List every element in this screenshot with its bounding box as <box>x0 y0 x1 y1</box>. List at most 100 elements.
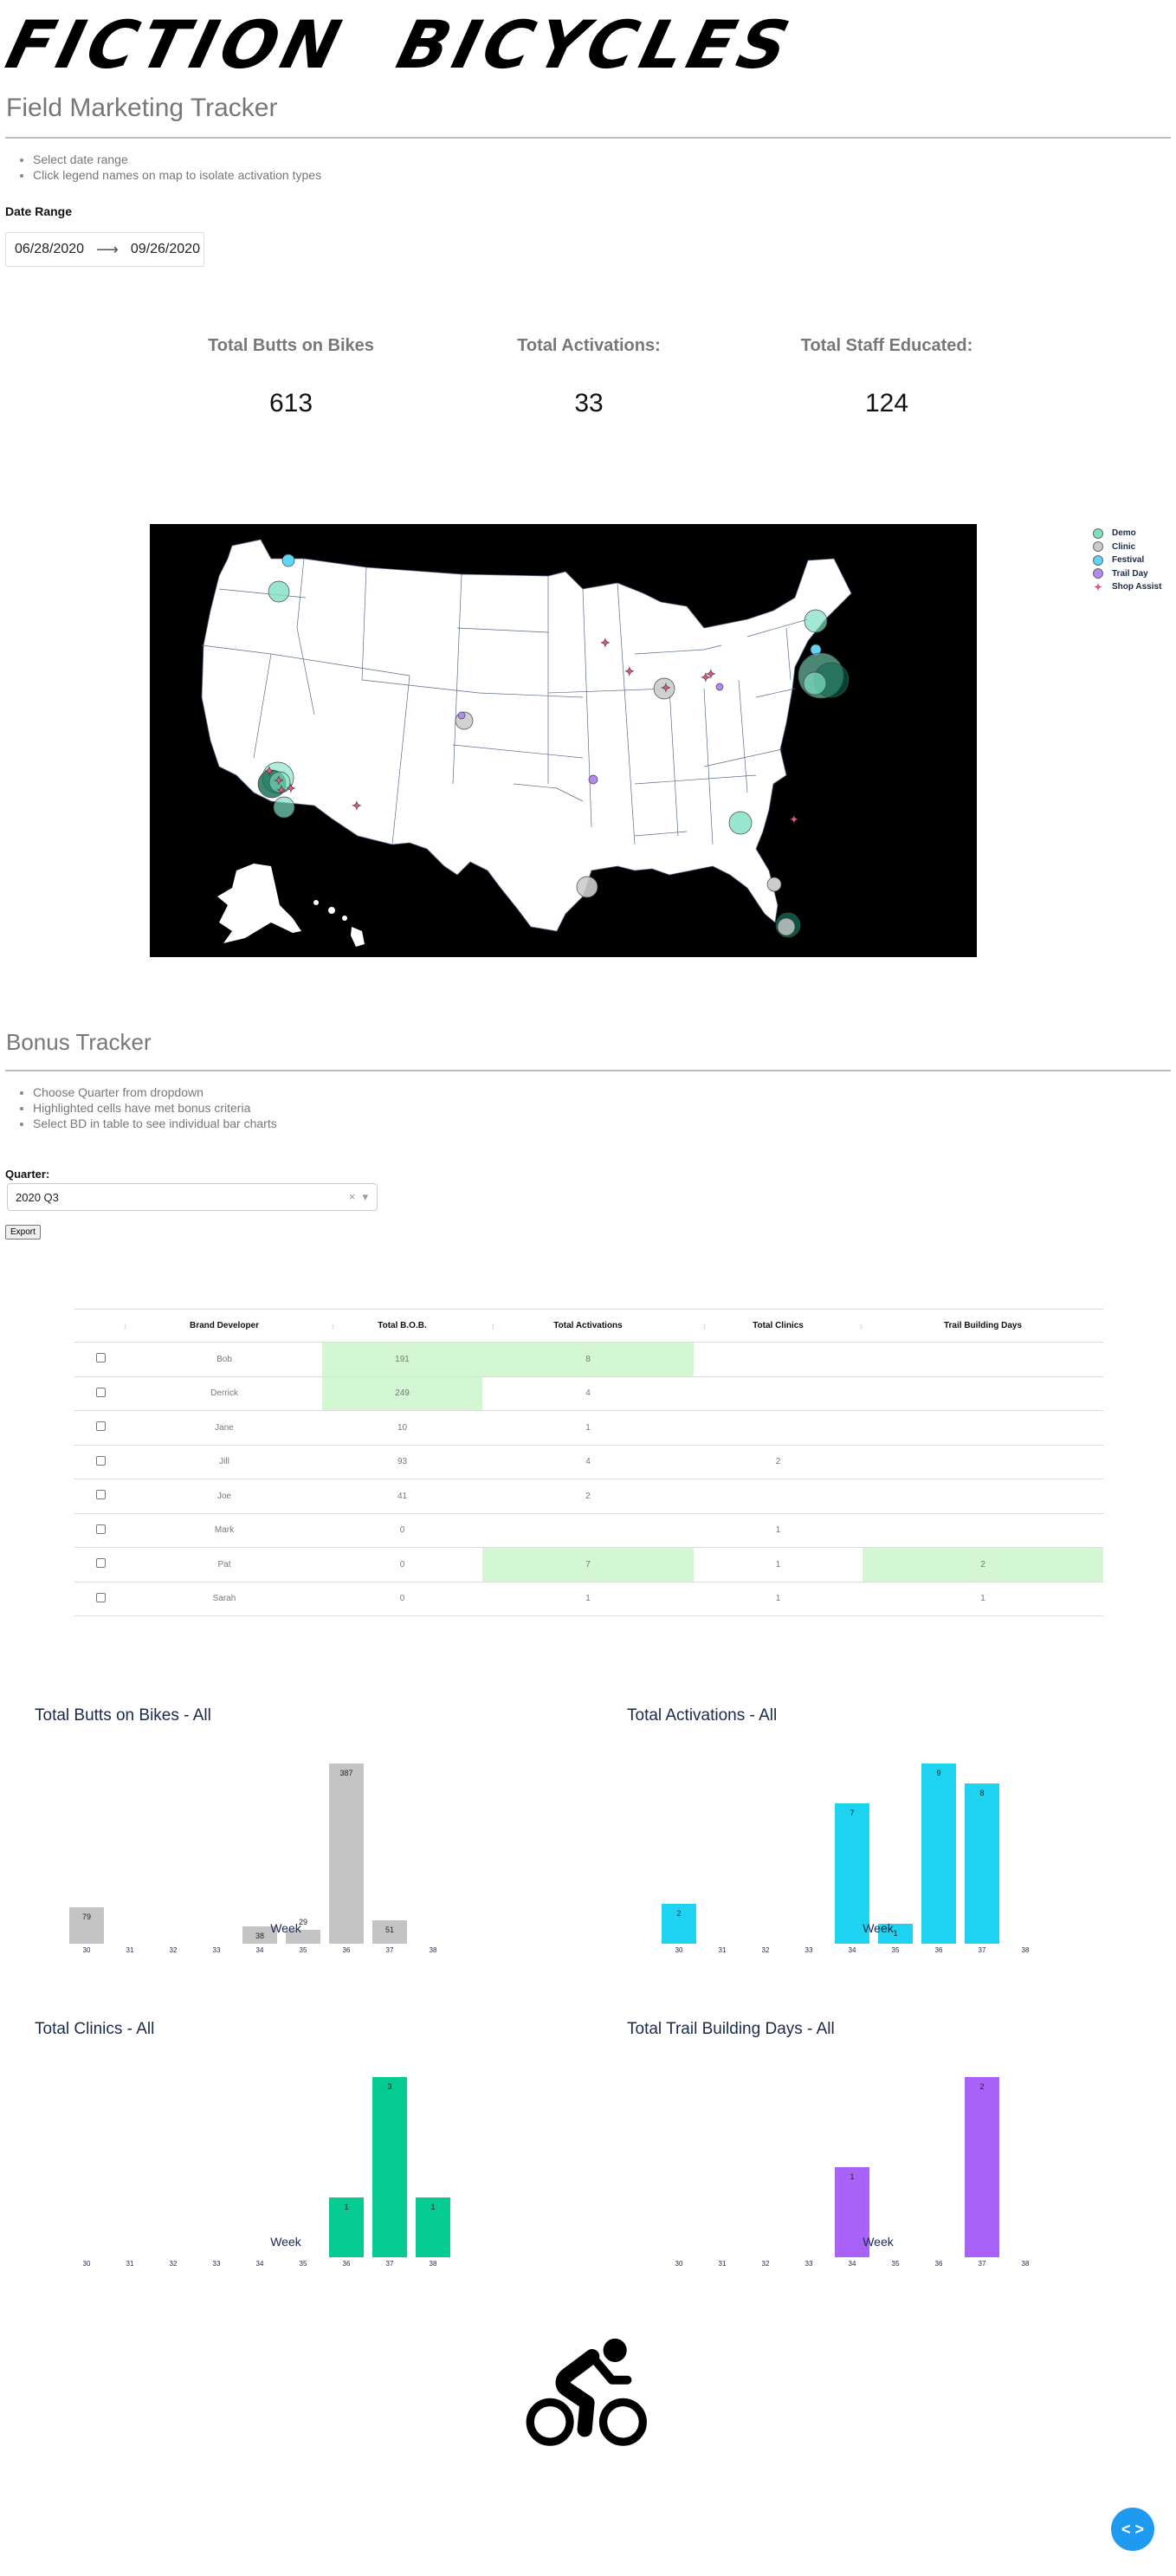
x-tick-label: 34 <box>848 2260 856 2268</box>
row-checkbox[interactable] <box>95 1353 106 1363</box>
cell-bob: 0 <box>322 1513 482 1548</box>
table-row[interactable]: Jane 10 1 <box>74 1410 1103 1446</box>
chart-trail-building-days[interactable]: Total Trail Building Days - All 30 31 32 33… <box>610 2011 1147 2323</box>
x-tick-label: 36 <box>342 2260 351 2268</box>
x-tick-label: 31 <box>126 2260 134 2268</box>
column-header-total-clinics[interactable]: ↕ Total Clinics <box>694 1309 863 1343</box>
bar[interactable]: 1 <box>416 2197 450 2257</box>
row-checkbox[interactable] <box>95 1421 106 1432</box>
select-column-header <box>74 1309 126 1343</box>
activation-map[interactable]: ✦ ✦ ✦ ✦ ✦ ✦ ✦ ✦ ✦ ✦ ✦ <box>150 524 977 957</box>
bar[interactable]: 7 <box>835 1803 869 1944</box>
svg-text:✦: ✦ <box>789 812 799 826</box>
svg-text:✦: ✦ <box>701 670 711 684</box>
chart-plot[interactable]: 30 2 31 32 33 34 7 35 1 36 9 37 8 38 <box>653 1764 1043 1954</box>
row-checkbox[interactable] <box>95 1558 106 1569</box>
bar-value-label: 2 <box>979 2082 985 2091</box>
row-checkbox[interactable] <box>95 1490 106 1500</box>
table-row[interactable]: Sarah 0 1 1 1 <box>74 1582 1103 1616</box>
x-tick-label: 30 <box>675 2260 683 2268</box>
svg-text:✦: ✦ <box>706 667 716 681</box>
legend-label[interactable]: Demo <box>1112 528 1136 539</box>
code-toggle-button[interactable]: < > <box>1111 2508 1154 2551</box>
x-tick-label: 34 <box>848 1946 856 1954</box>
x-tick-label: 32 <box>761 1946 770 1954</box>
legend-item-shop-assist[interactable]: ✦ Shop Assist <box>1093 580 1161 594</box>
row-checkbox[interactable] <box>95 1524 106 1534</box>
column-header-brand-developer[interactable]: ↕ Brand Developer <box>123 1309 322 1343</box>
chart-butts-on-bikes[interactable]: Total Butts on Bikes - All 30 79 31 32 33 34 3… <box>17 1698 554 2010</box>
kpi-label: Total Staff Educated: <box>800 336 973 355</box>
svg-text:✦: ✦ <box>624 664 635 678</box>
bar[interactable]: 1 <box>878 1923 913 1944</box>
bar[interactable]: 9 <box>921 1764 956 1944</box>
bar[interactable]: 1 <box>835 2167 869 2257</box>
table-row[interactable]: Joe 41 2 <box>74 1479 1103 1514</box>
chevron-down-icon[interactable]: ▾ <box>362 1190 368 1203</box>
column-header-total-bob[interactable]: ↕ Total B.O.B. <box>322 1309 482 1343</box>
table-row[interactable]: Derrick 249 4 <box>74 1376 1103 1411</box>
table-row[interactable]: Bob 191 8 <box>74 1342 1103 1377</box>
instruction-item: Click legend names on map to isolate act… <box>33 167 321 183</box>
bar[interactable]: 3 <box>372 2077 407 2257</box>
bar[interactable]: 29 <box>286 1918 320 1944</box>
start-date-input[interactable]: 06/28/2020 <box>15 242 85 256</box>
legend-label[interactable]: Festival <box>1112 555 1145 566</box>
column-header-total-activations[interactable]: ↕ Total Activations <box>482 1309 694 1343</box>
bar[interactable]: 38 <box>242 1926 277 1944</box>
cell-clinics: 1 <box>694 1547 863 1582</box>
sort-icon[interactable]: ↕ <box>702 1322 707 1330</box>
table-row[interactable]: Jill 93 4 2 <box>74 1445 1103 1479</box>
sort-icon[interactable]: ↕ <box>123 1322 127 1330</box>
bar[interactable]: 387 <box>329 1764 364 1944</box>
chart-activations[interactable]: Total Activations - All 30 2 31 32 33 34 7 35 1 3… <box>610 1698 1147 2010</box>
sort-icon[interactable]: ↕ <box>859 1322 863 1330</box>
legend-item-trail-day[interactable]: Trail Day <box>1093 567 1161 581</box>
table-row[interactable]: Pat 0 7 1 2 <box>74 1547 1103 1582</box>
end-date-input[interactable]: 09/26/2020 <box>130 242 200 256</box>
column-header-trail-building-days[interactable]: ↕ Trail Building Days <box>859 1309 1103 1343</box>
cell-trail <box>863 1342 1103 1377</box>
cell-activations: 4 <box>482 1376 694 1411</box>
x-tick-label: 34 <box>255 1946 264 1954</box>
quarter-dropdown[interactable]: 2020 Q3 × ▾ <box>7 1183 378 1211</box>
bar[interactable]: 1 <box>329 2197 364 2257</box>
bar[interactable]: 2 <box>662 1903 696 1944</box>
x-tick-label: 35 <box>891 2260 900 2268</box>
instruction-item: Select date range <box>33 152 321 167</box>
chart-clinics[interactable]: Total Clinics - All 30 31 32 33 34 35 36 1 37 3 38… <box>17 2011 554 2323</box>
legend-label[interactable]: Clinic <box>1112 541 1136 552</box>
bar[interactable]: 8 <box>965 1783 999 1944</box>
clear-icon[interactable]: × <box>348 1190 356 1203</box>
legend-label[interactable]: Shop Assist <box>1112 582 1162 592</box>
map-legend: Demo Clinic Festival Trail Day ✦ Shop Ass… <box>1093 527 1161 594</box>
quarter-value: 2020 Q3 <box>16 1190 59 1204</box>
chart-plot[interactable]: 30 31 32 33 34 1 35 36 37 2 38 <box>653 2077 1043 2268</box>
row-checkbox[interactable] <box>95 1387 106 1397</box>
bar-value-label: 38 <box>255 1931 264 1940</box>
export-button[interactable]: Export <box>5 1225 41 1239</box>
x-tick-label: 32 <box>169 1946 178 1954</box>
arrow-right-icon: ⟶ <box>96 240 119 258</box>
circle-icon <box>1093 568 1103 579</box>
chart-plot[interactable]: 30 31 32 33 34 35 36 1 37 3 38 1 <box>61 2077 450 2268</box>
row-checkbox[interactable] <box>95 1592 106 1602</box>
chart-plot[interactable]: 30 79 31 32 33 34 38 35 29 36 387 37 51 38 <box>61 1764 450 1954</box>
x-tick-label: 36 <box>934 1946 943 1954</box>
bar-value-label: 3 <box>387 2082 392 2091</box>
legend-item-demo[interactable]: Demo <box>1093 527 1161 540</box>
legend-item-festival[interactable]: Festival <box>1093 553 1161 567</box>
table-row[interactable]: Mark 0 1 <box>74 1513 1103 1548</box>
bar[interactable]: 2 <box>965 2077 999 2257</box>
sort-icon[interactable]: ↕ <box>331 1322 335 1330</box>
legend-label[interactable]: Trail Day <box>1112 568 1148 579</box>
divider <box>5 137 1171 139</box>
sort-icon[interactable]: ↕ <box>491 1322 495 1330</box>
bar[interactable]: 79 <box>69 1906 104 1944</box>
date-range-picker[interactable]: 06/28/2020 ⟶ 09/26/2020 <box>5 232 204 267</box>
row-checkbox[interactable] <box>95 1455 106 1466</box>
bar[interactable]: 51 <box>372 1919 407 1944</box>
legend-item-clinic[interactable]: Clinic <box>1093 540 1161 554</box>
kpi-activations: Total Activations: 33 <box>459 336 719 418</box>
cell-bob: 10 <box>322 1410 482 1446</box>
